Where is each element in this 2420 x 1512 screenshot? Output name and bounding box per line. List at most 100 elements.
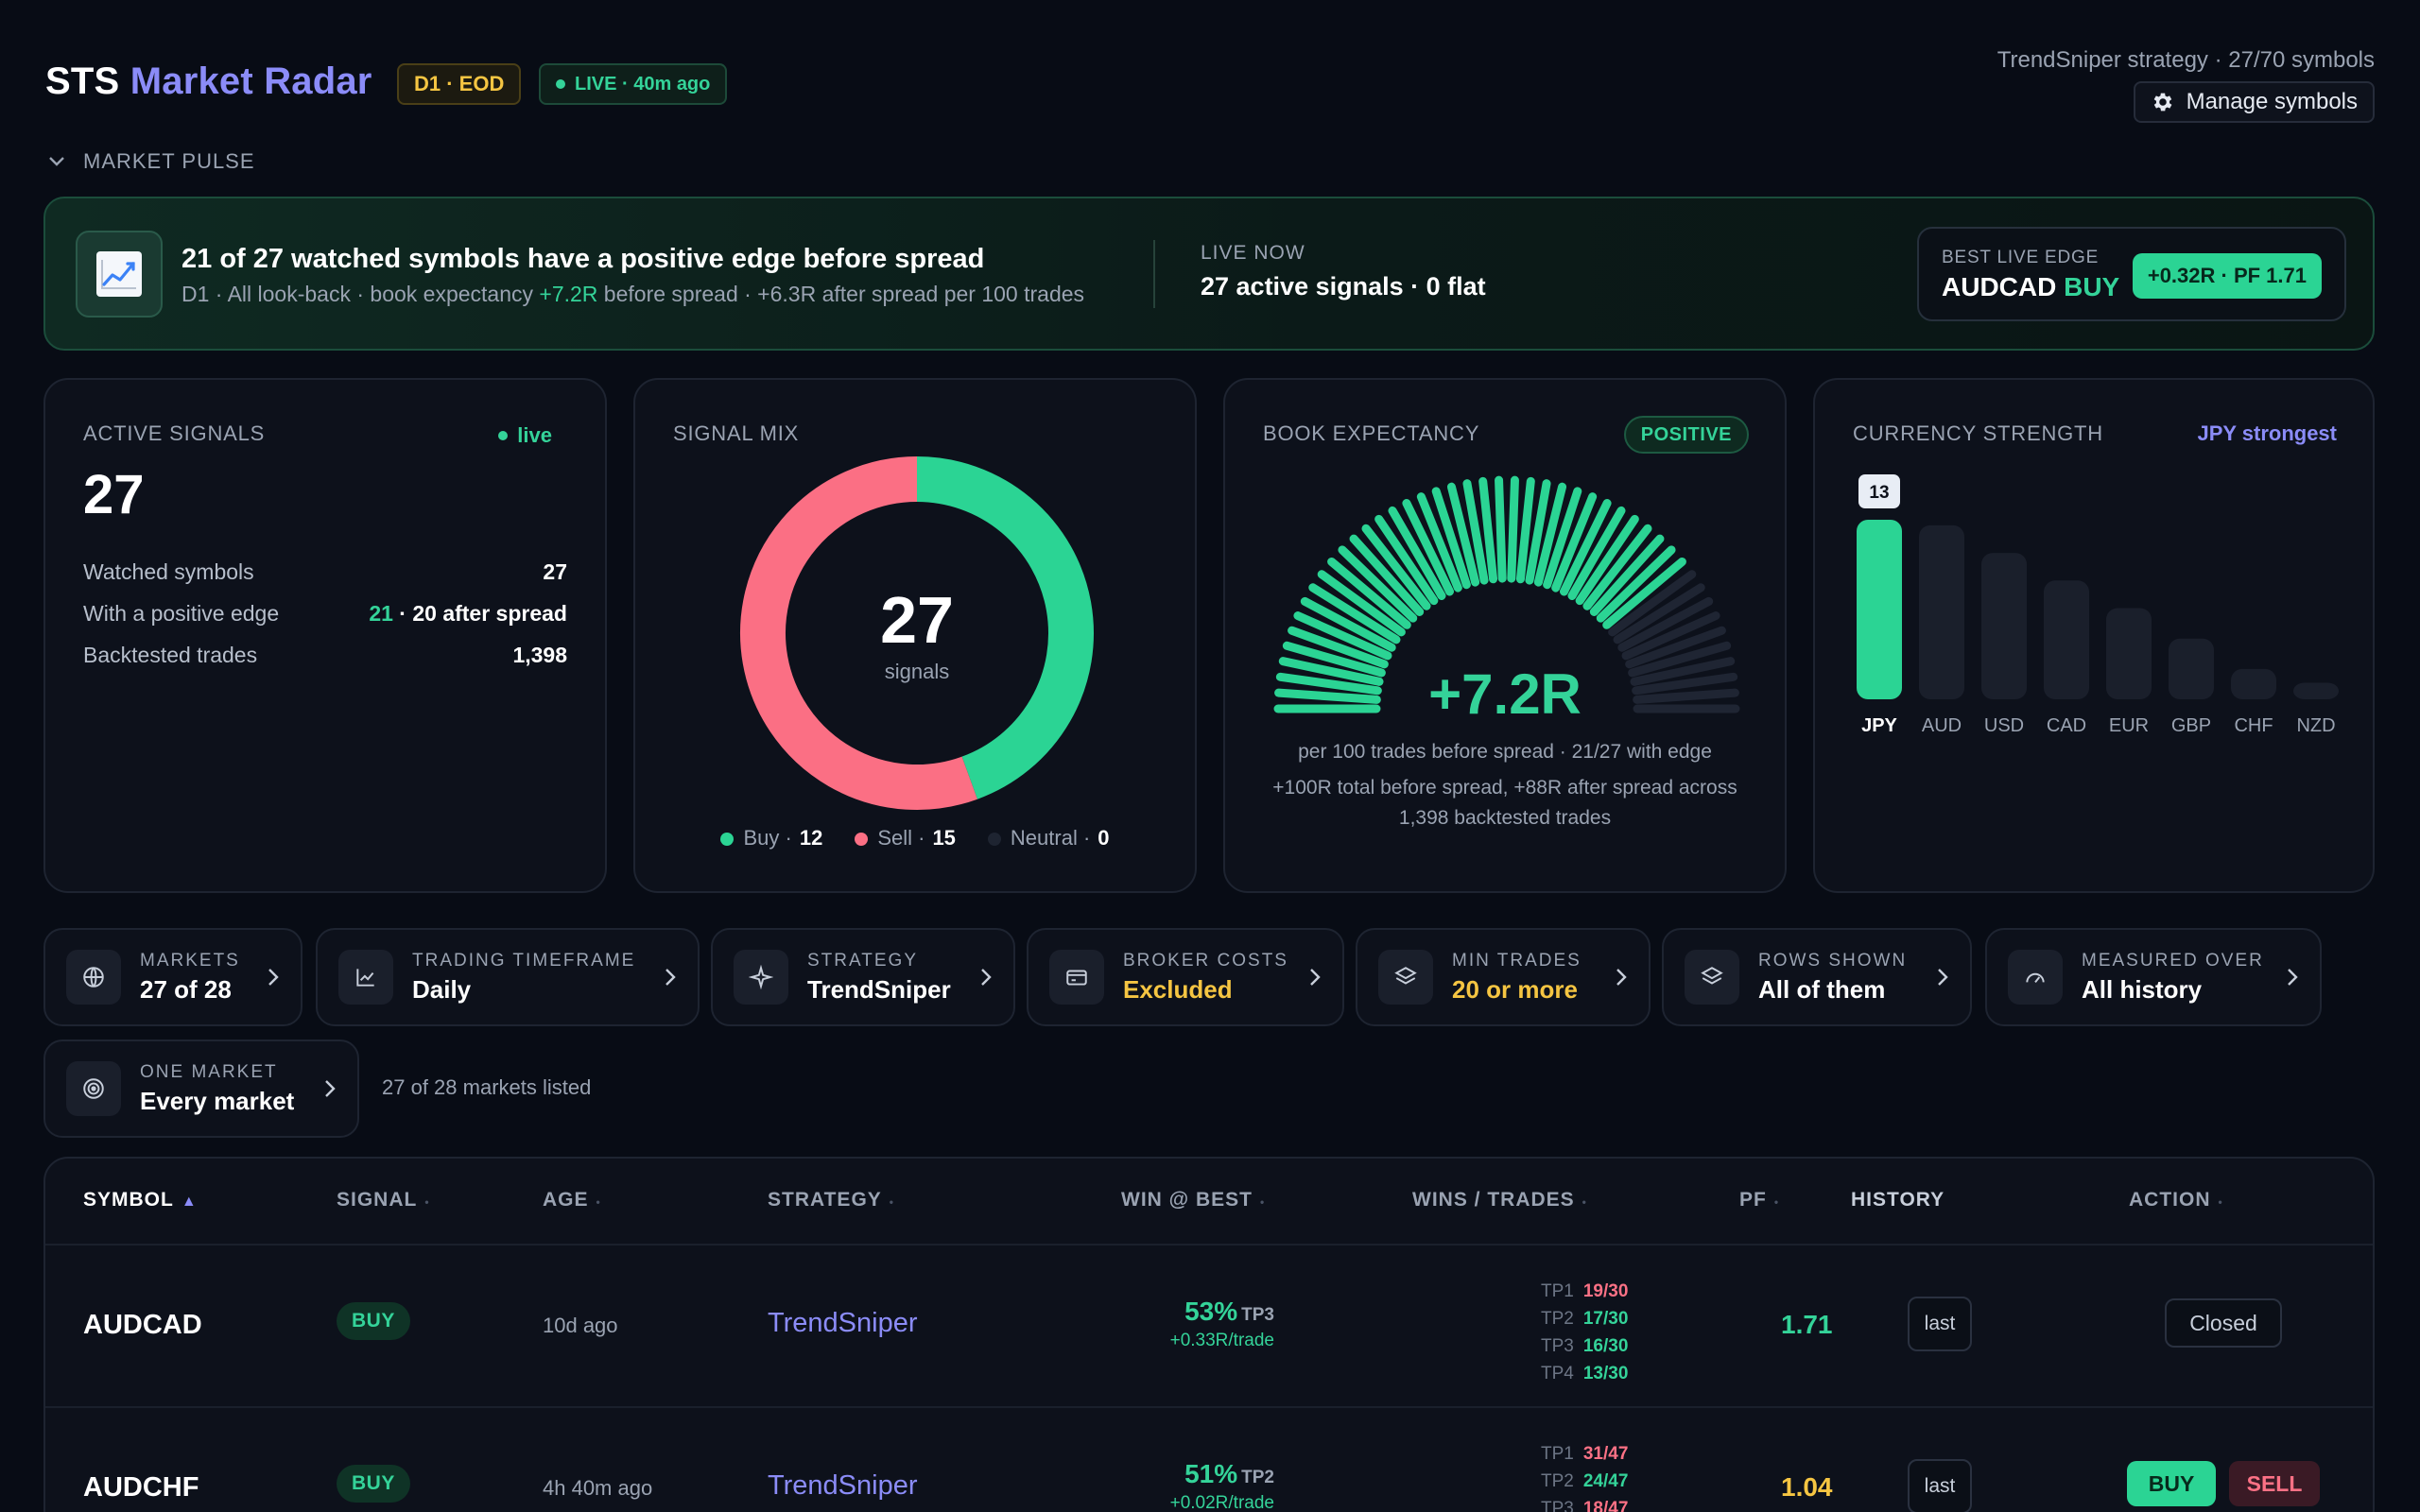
filter-value: 27 of 28 bbox=[140, 974, 232, 1004]
gauge-tick bbox=[1462, 479, 1489, 585]
row-strategy-link[interactable]: TrendSniper bbox=[768, 1308, 918, 1338]
column-header-age[interactable]: AGE • bbox=[543, 1189, 601, 1211]
best-edge-symbol: AUDCAD BUY bbox=[1942, 272, 2119, 302]
active-signals-card: ACTIVE SIGNALS live 27 Watched symbols 27… bbox=[43, 378, 607, 893]
live-status-chip: LIVE · 40m ago bbox=[539, 63, 728, 105]
signal-mix-label: SIGNAL MIX bbox=[673, 421, 800, 445]
per-trade: +0.33R/trade bbox=[1169, 1331, 1274, 1350]
tp-value: 18/47 bbox=[1582, 1499, 1629, 1512]
gear-icon bbox=[2153, 93, 2172, 112]
history-last-button[interactable]: last bbox=[1908, 1297, 1972, 1351]
tp-value: 24/47 bbox=[1582, 1471, 1629, 1491]
strength-bar-jpy bbox=[1857, 520, 1902, 699]
chevron-right-icon bbox=[1310, 969, 1321, 986]
gauge-tick bbox=[1617, 596, 1714, 652]
tp-key: TP2 bbox=[1541, 1471, 1574, 1491]
table-row[interactable]: AUDCAD BUY 10d ago TrendSniper 53% TP3 +0… bbox=[45, 1246, 2373, 1406]
stat-value: 21 · 20 after spread bbox=[369, 601, 567, 627]
gauge-tick bbox=[1446, 482, 1480, 587]
tp-line: TP3 18/47 bbox=[1541, 1495, 1628, 1512]
live-indicator-text: live bbox=[517, 423, 552, 447]
buy-button[interactable]: BUY bbox=[2127, 1461, 2216, 1506]
row-wins-trades: TP1 19/30 TP2 17/30 TP3 16/30 TP4 13/30 bbox=[1541, 1278, 1628, 1387]
column-header-pf[interactable]: PF • bbox=[1739, 1189, 1779, 1211]
column-header-wins-trades[interactable]: WINS / TRADES • bbox=[1412, 1189, 1587, 1211]
layers-icon bbox=[1685, 950, 1739, 1005]
gauge-icon bbox=[2008, 950, 2063, 1005]
currency-tick-label: USD bbox=[1984, 715, 2024, 736]
sort-icon: • bbox=[1259, 1195, 1266, 1209]
column-header-label: PF bbox=[1739, 1189, 1767, 1211]
history-last-button[interactable]: last bbox=[1908, 1459, 1972, 1512]
gauge-tick bbox=[1349, 534, 1425, 616]
legend-buy: Buy · 12 bbox=[720, 826, 822, 850]
trending-chart-icon bbox=[76, 231, 163, 318]
gauge-tick bbox=[1293, 611, 1392, 661]
gauge-tick bbox=[1416, 492, 1462, 593]
column-header-label: SIGNAL bbox=[337, 1189, 418, 1211]
column-header-strategy[interactable]: STRATEGY • bbox=[768, 1189, 894, 1211]
stat-label: Watched symbols bbox=[83, 559, 254, 584]
row-win-at-best: 53% TP3 +0.33R/trade bbox=[1132, 1297, 1274, 1351]
gauge-tick bbox=[1317, 570, 1406, 637]
gauge-tick bbox=[1431, 487, 1471, 590]
table-row[interactable]: AUDCHF BUY 4h 40m ago TrendSniper 51% TP2… bbox=[45, 1408, 2373, 1512]
sort-icon: • bbox=[1773, 1195, 1780, 1209]
row-symbol: AUDCHF bbox=[83, 1472, 199, 1503]
manage-symbols-button[interactable]: Manage symbols bbox=[2133, 81, 2375, 123]
filter-value: Daily bbox=[412, 974, 472, 1004]
gauge-tick bbox=[1300, 596, 1396, 652]
column-header-win-at-best[interactable]: WIN @ BEST • bbox=[1121, 1189, 1265, 1211]
filter-markets[interactable]: MARKETS 27 of 28 bbox=[43, 928, 302, 1026]
filter-trading-timeframe[interactable]: TRADING TIMEFRAME Daily bbox=[316, 928, 700, 1026]
tp-value: 17/30 bbox=[1582, 1309, 1629, 1329]
layers-icon bbox=[1378, 950, 1433, 1005]
legend-buy-label: Buy · bbox=[743, 826, 792, 850]
row-strategy-link[interactable]: TrendSniper bbox=[768, 1470, 918, 1501]
filter-rows-shown[interactable]: ROWS SHOWN All of them bbox=[1662, 928, 1972, 1026]
sell-button[interactable]: SELL bbox=[2229, 1461, 2320, 1506]
gauge-tick bbox=[1632, 672, 1738, 696]
legend-neutral-label: Neutral · bbox=[1010, 826, 1091, 850]
filter-broker-costs[interactable]: BROKER COSTS Excluded bbox=[1027, 928, 1344, 1026]
row-symbol: AUDCAD bbox=[83, 1310, 202, 1340]
filter-label: ROWS SHOWN bbox=[1758, 950, 1908, 971]
per-trade: +0.02R/trade bbox=[1169, 1493, 1274, 1512]
column-header-label: SYMBOL bbox=[83, 1189, 174, 1211]
tp-value: 13/30 bbox=[1582, 1364, 1629, 1383]
column-header-symbol[interactable]: SYMBOL ▲ bbox=[83, 1189, 198, 1211]
top-strength-badge bbox=[1858, 474, 1900, 508]
chevron-right-icon bbox=[1938, 969, 1948, 986]
gauge-tick bbox=[1327, 557, 1411, 629]
filter-strategy[interactable]: STRATEGY TrendSniper bbox=[711, 928, 1015, 1026]
sort-icon: • bbox=[889, 1195, 894, 1209]
title-prefix: STS bbox=[45, 60, 120, 102]
row-pf: 1.04 bbox=[1781, 1472, 1833, 1502]
currency-tick-label: GBP bbox=[2171, 715, 2211, 736]
best-live-edge-card[interactable]: BEST LIVE EDGE AUDCAD BUY +0.32R · PF 1.… bbox=[1917, 227, 2346, 321]
gauge-tick bbox=[1388, 506, 1446, 600]
strength-bar-usd bbox=[1981, 553, 2027, 699]
sell-dot-icon bbox=[855, 833, 869, 847]
strength-bar-chf bbox=[2231, 668, 2276, 699]
column-header-signal[interactable]: SIGNAL • bbox=[337, 1189, 430, 1211]
expectancy-line-1: per 100 trades before spread · 21/27 wit… bbox=[1298, 741, 1712, 763]
filter-measured-over[interactable]: MEASURED OVER All history bbox=[1985, 928, 2322, 1026]
stat-value-highlight: 21 bbox=[369, 601, 393, 626]
filter-one-market[interactable]: ONE MARKET Every market bbox=[43, 1040, 359, 1138]
filter-min-trades[interactable]: MIN TRADES 20 or more bbox=[1356, 928, 1651, 1026]
tp-key: TP3 bbox=[1541, 1336, 1574, 1356]
gauge-tick bbox=[1275, 672, 1382, 696]
stat-label: With a positive edge bbox=[83, 601, 280, 626]
win-tp: TP3 bbox=[1241, 1305, 1274, 1325]
legend-neutral-count: 0 bbox=[1098, 826, 1110, 850]
column-header-label: STRATEGY bbox=[768, 1189, 882, 1211]
chart-line-icon bbox=[338, 950, 393, 1005]
book-expectancy-card: BOOK EXPECTANCY POSITIVE +7.2R per 100 t… bbox=[1223, 378, 1787, 893]
gauge-tick bbox=[1575, 514, 1639, 606]
row-win-at-best: 51% TP2 +0.02R/trade bbox=[1132, 1459, 1274, 1512]
gauge-tick bbox=[1308, 583, 1401, 644]
market-pulse-toggle[interactable]: MARKET PULSE bbox=[47, 149, 255, 174]
column-header-action[interactable]: ACTION • bbox=[2129, 1189, 2223, 1211]
currency-tick-label: NZD bbox=[2296, 715, 2335, 736]
